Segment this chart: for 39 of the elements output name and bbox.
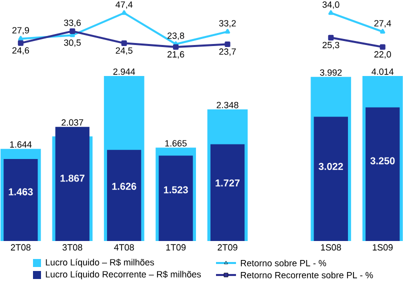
data-label: 34,0 xyxy=(322,1,340,9)
data-label: 1.727 xyxy=(216,179,240,186)
x-tick-label: 1T09 xyxy=(166,244,186,251)
x-tick-label: 2T09 xyxy=(218,244,238,251)
data-label: 1.463 xyxy=(8,188,33,196)
data-label: 2.348 xyxy=(216,102,238,108)
data-label: 22,0 xyxy=(374,51,391,59)
data-label: 27,9 xyxy=(12,27,29,35)
data-label: 33,2 xyxy=(219,20,236,28)
x-tick-label: 3T08 xyxy=(62,244,82,251)
data-label: 3.022 xyxy=(318,162,343,170)
data-label: 3.992 xyxy=(320,69,342,76)
data-label: 2.944 xyxy=(113,68,136,75)
data-label: 1.644 xyxy=(10,141,32,148)
data-label: 2.037 xyxy=(62,119,84,126)
data-label: 4.014 xyxy=(372,68,394,75)
data-label: 24,5 xyxy=(116,47,132,55)
data-label: 23,7 xyxy=(219,48,236,56)
legend-label: Lucro Líquido – R$ milhões xyxy=(46,258,154,268)
legend-label: Retorno Recorrente sobre PL - % xyxy=(240,272,373,278)
data-label: 3.250 xyxy=(370,157,395,164)
x-tick-label: 1S08 xyxy=(321,244,341,251)
x-tick-label: 4T08 xyxy=(114,244,134,251)
data-label: 30,5 xyxy=(64,39,81,47)
data-label: 47,4 xyxy=(116,1,133,9)
data-label: 24,6 xyxy=(12,47,30,55)
data-label: 1.626 xyxy=(112,182,136,190)
data-label: 23,8 xyxy=(168,32,184,40)
x-tick-label: 1S09 xyxy=(372,244,393,251)
data-label: 25,3 xyxy=(322,42,340,50)
data-label: 33,6 xyxy=(64,20,81,27)
data-label: 1.867 xyxy=(60,174,84,182)
data-label: 21,6 xyxy=(168,51,184,59)
legend-label: Lucro Líquido Recorrente – R$ milhões xyxy=(46,270,201,280)
data-label: 1.665 xyxy=(165,140,187,146)
data-label: 27,4 xyxy=(374,20,392,28)
data-label: 1.523 xyxy=(164,186,188,194)
x-tick-label: 2T08 xyxy=(10,244,31,251)
legend-label: Retorno sobre PL - % xyxy=(240,260,326,266)
